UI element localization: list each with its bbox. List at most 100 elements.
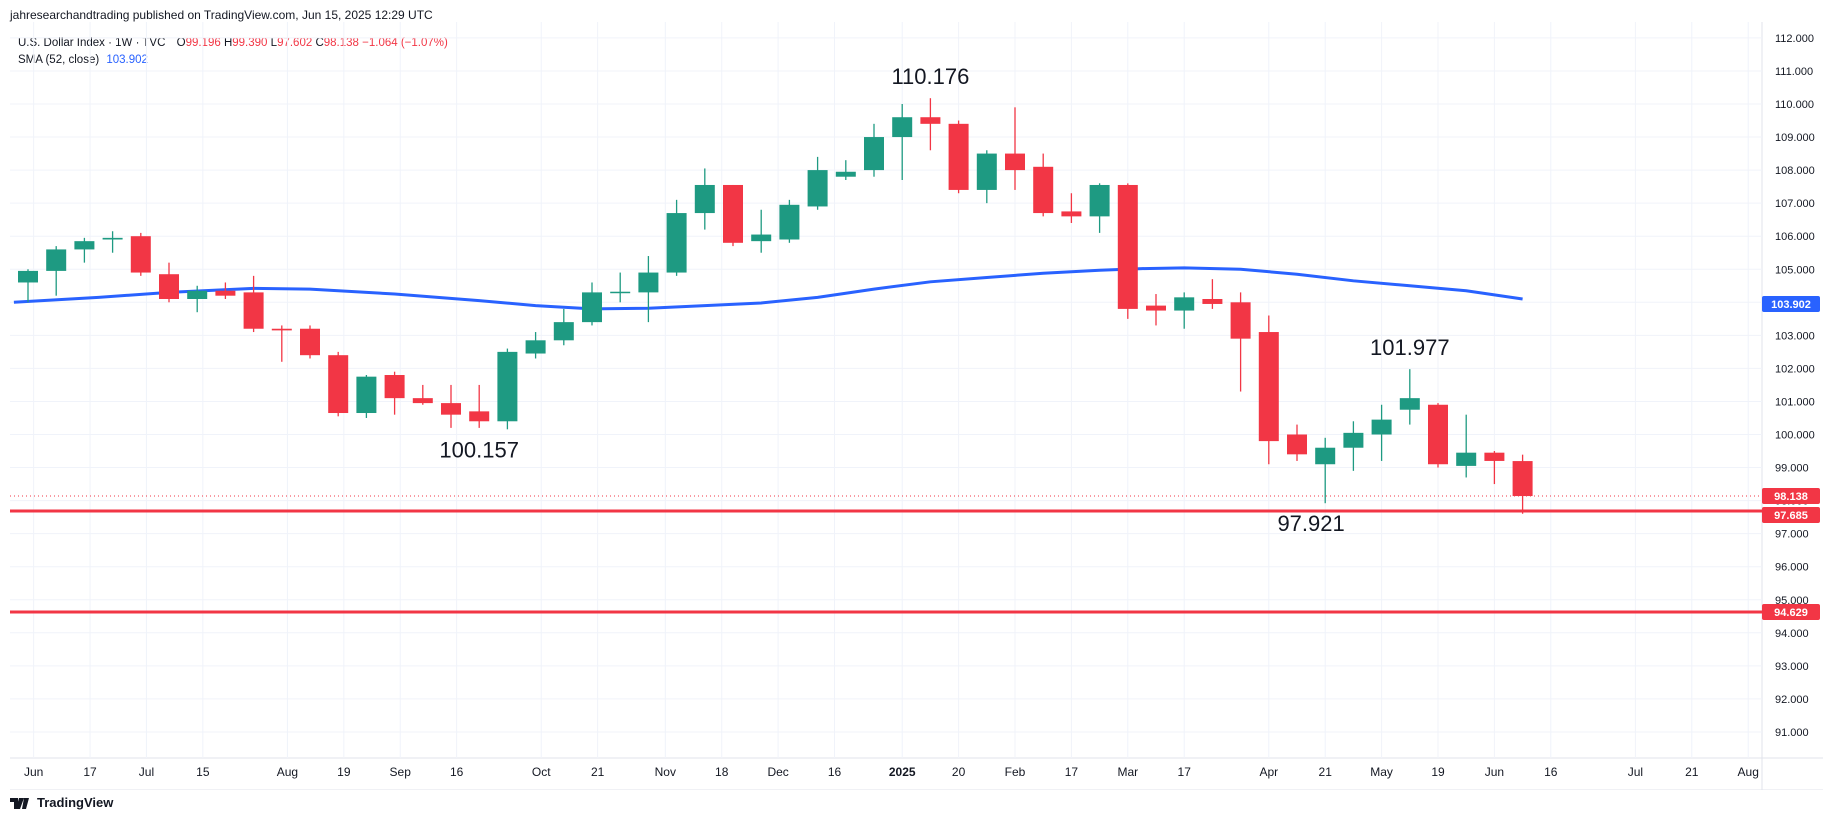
x-tick-label: Jun — [24, 765, 43, 779]
x-tick-label: Oct — [532, 765, 551, 779]
price-chart[interactable]: 112.000 111.000 110.000 109.000 108.000 107.0… — [0, 0, 1835, 790]
x-tick-label: Mar — [1117, 765, 1138, 779]
y-tick-label: 97.000 — [1775, 529, 1809, 541]
candle-body — [976, 153, 997, 190]
x-tick-label: 18 — [715, 765, 729, 779]
x-tick-label: 2025 — [889, 765, 916, 779]
candle-body — [243, 292, 264, 329]
candle-body — [1315, 447, 1336, 465]
x-tick-label: Apr — [1259, 765, 1278, 779]
candle-body — [130, 236, 151, 273]
y-tick-label: 91.000 — [1775, 727, 1809, 739]
y-tick-label: 105.000 — [1775, 264, 1815, 276]
last-price-tag: 98.138 — [1774, 491, 1808, 503]
x-tick-label: 16 — [1544, 765, 1558, 779]
publisher-line: jahresearchandtrading published on Tradi… — [10, 8, 433, 22]
y-tick-label: 93.000 — [1775, 661, 1809, 673]
sma-price-tag-bg — [1762, 295, 1820, 312]
candle-body — [356, 376, 377, 414]
candle-body — [694, 184, 715, 214]
y-tick-label: 94.000 — [1775, 628, 1809, 640]
candle-body — [948, 123, 969, 190]
tradingview-brand: TradingView — [37, 795, 114, 810]
candle-body — [1117, 184, 1138, 309]
x-tick-label: Jul — [139, 765, 154, 779]
y-tick-label: 96.000 — [1775, 562, 1809, 574]
support-price-tag: 97.685 — [1774, 510, 1808, 522]
high-value: 99.390 — [232, 37, 268, 49]
y-tick-label: 111.000 — [1775, 66, 1813, 78]
y-tick-label: 102.000 — [1775, 363, 1815, 375]
low-value: 97.602 — [277, 37, 313, 49]
candle-body — [779, 204, 800, 240]
x-tick-label: 16 — [450, 765, 464, 779]
x-tick-label: Aug — [277, 765, 298, 779]
sma-row[interactable]: SMA (52, close) 103.902 — [18, 52, 448, 69]
x-tick-label: 21 — [1685, 765, 1699, 779]
tradingview-footer[interactable]: TradingView — [10, 795, 113, 810]
x-tick-label: 19 — [337, 765, 351, 779]
price-annotation: 97.921 — [1277, 511, 1344, 536]
y-tick-label: 110.000 — [1775, 99, 1814, 111]
change-value: −1.064 (−1.07%) — [362, 37, 448, 49]
price-annotation: 101.977 — [1370, 335, 1450, 360]
sma-value: 103.902 — [106, 54, 148, 66]
x-tick-label: May — [1370, 765, 1393, 779]
candle-body — [441, 403, 461, 415]
candle-body — [497, 351, 518, 422]
y-tick-label: 106.000 — [1775, 231, 1815, 243]
candle-body — [18, 270, 38, 283]
candle-body — [74, 241, 95, 250]
candle-body — [412, 398, 433, 404]
support2-price-tag-bg — [1762, 604, 1820, 621]
candle-body — [1399, 398, 1420, 410]
candle-body — [102, 237, 123, 240]
x-tick-label: Dec — [767, 765, 788, 779]
candle-body — [1061, 211, 1082, 217]
candle-body — [751, 234, 772, 242]
candle-body — [1202, 298, 1223, 304]
candle-body — [582, 292, 602, 323]
x-tick-label: Sep — [390, 765, 412, 779]
y-tick-label: 99.000 — [1775, 463, 1809, 475]
candle-body — [469, 411, 490, 422]
last-price-tag-bg — [1762, 488, 1820, 505]
candle-body — [159, 274, 179, 299]
ohlc-row[interactable]: U.S. Dollar Index · 1W · TVC O99.196 H99… — [18, 35, 448, 52]
x-tick-label: 16 — [828, 765, 842, 779]
close-label: C — [315, 37, 324, 49]
candle-body — [1512, 461, 1533, 497]
x-tick-label: 20 — [952, 765, 966, 779]
candle-body — [384, 375, 405, 399]
x-tick-label: Feb — [1005, 765, 1026, 779]
candle-body — [1033, 166, 1054, 214]
candle-body — [1174, 297, 1195, 311]
close-value: 98.138 — [323, 37, 359, 49]
candle-body — [1230, 302, 1251, 339]
tradingview-logo-icon — [10, 797, 32, 809]
candle-body — [723, 184, 743, 243]
candle-body — [1005, 153, 1025, 171]
y-tick-label: 112.000 — [1775, 33, 1814, 45]
candle-body — [638, 272, 659, 293]
candle-body — [666, 213, 687, 273]
sma-price-tag: 103.902 — [1771, 299, 1811, 311]
candle-body — [1428, 404, 1448, 465]
x-tick-label: 17 — [1065, 765, 1079, 779]
x-tick-label: Jun — [1485, 765, 1504, 779]
candle-body — [187, 290, 208, 299]
candle-body — [328, 355, 349, 414]
y-tick-label: 101.000 — [1775, 396, 1815, 408]
x-tick-label: 15 — [196, 765, 210, 779]
candle-body — [215, 290, 236, 296]
x-tick-label: Jul — [1628, 765, 1643, 779]
open-label: O — [176, 37, 186, 49]
candle-body — [835, 171, 856, 177]
candle-body — [46, 249, 67, 271]
candle-body — [271, 328, 292, 331]
candle-body — [807, 170, 828, 207]
symbol-name[interactable]: U.S. Dollar Index · 1W · TVC — [18, 37, 166, 49]
sma-label[interactable]: SMA (52, close) — [18, 54, 100, 66]
candle-body — [920, 117, 941, 124]
candle-body — [1089, 184, 1110, 217]
